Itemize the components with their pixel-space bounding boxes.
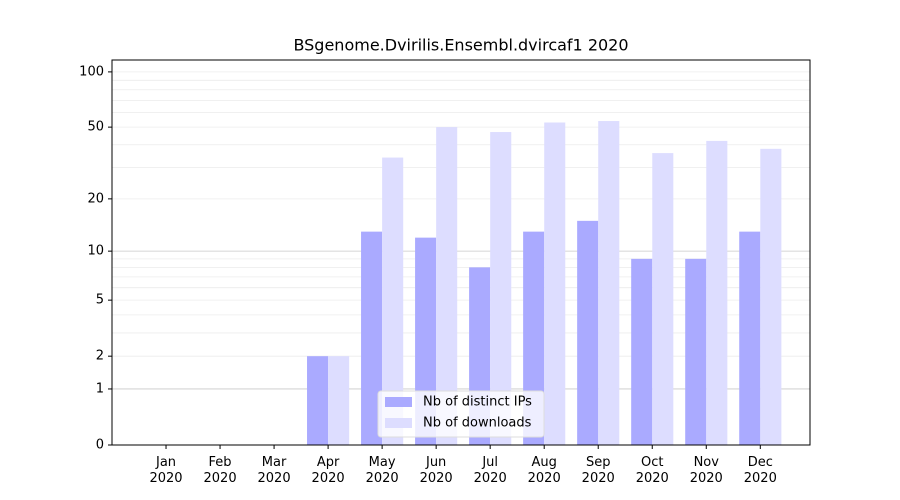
bar: [685, 258, 707, 445]
legend-swatch: [385, 418, 412, 428]
legend-box: [377, 390, 545, 438]
bar: [652, 153, 674, 445]
bar: [544, 122, 566, 446]
y-tick-label: 20: [87, 191, 104, 206]
bar: [739, 231, 761, 445]
y-tick-label: 2: [96, 349, 104, 364]
y-tick-label: 0: [96, 438, 104, 453]
bar: [706, 140, 728, 445]
bar: [382, 157, 404, 446]
bar: [490, 132, 512, 446]
legend: Nb of distinct IPs Nb of downloads: [377, 390, 545, 438]
y-tick-label: 5: [96, 293, 104, 308]
y-tick-label: 100: [79, 64, 104, 79]
x-tick-label: Apr 2020: [312, 455, 345, 486]
bar: [760, 148, 782, 445]
bar: [598, 121, 620, 446]
legend-swatch: [385, 397, 412, 407]
x-tick-label: Nov 2020: [690, 455, 723, 486]
x-tick-label: Feb 2020: [204, 455, 237, 486]
x-tick-label: Oct 2020: [636, 455, 669, 486]
bar: [307, 356, 329, 445]
bar: [361, 231, 383, 445]
x-tick-label: Aug 2020: [528, 455, 561, 486]
plot-frame: [111, 59, 811, 446]
bar: [577, 220, 599, 445]
legend-label: Nb of downloads: [423, 416, 532, 431]
legend-label: Nb of distinct IPs: [423, 395, 532, 410]
x-tick-label: Dec 2020: [744, 455, 777, 486]
y-tick-label: 50: [87, 120, 104, 135]
bar: [436, 127, 458, 445]
x-tick-label: Jun 2020: [420, 455, 453, 486]
bar: [631, 258, 653, 445]
x-tick-label: May 2020: [366, 455, 399, 486]
y-tick-label: 10: [87, 244, 104, 259]
x-tick-label: Sep 2020: [582, 455, 615, 486]
y-tick-label: 1: [96, 381, 104, 396]
x-tick-label: Mar 2020: [258, 455, 291, 486]
x-tick-label: Jan 2020: [149, 455, 182, 486]
bar: [328, 356, 350, 445]
x-tick-label: Jul 2020: [474, 455, 507, 486]
chart-title: BSgenome.Dvirilis.Ensembl.dvircaf1 2020: [293, 36, 628, 55]
